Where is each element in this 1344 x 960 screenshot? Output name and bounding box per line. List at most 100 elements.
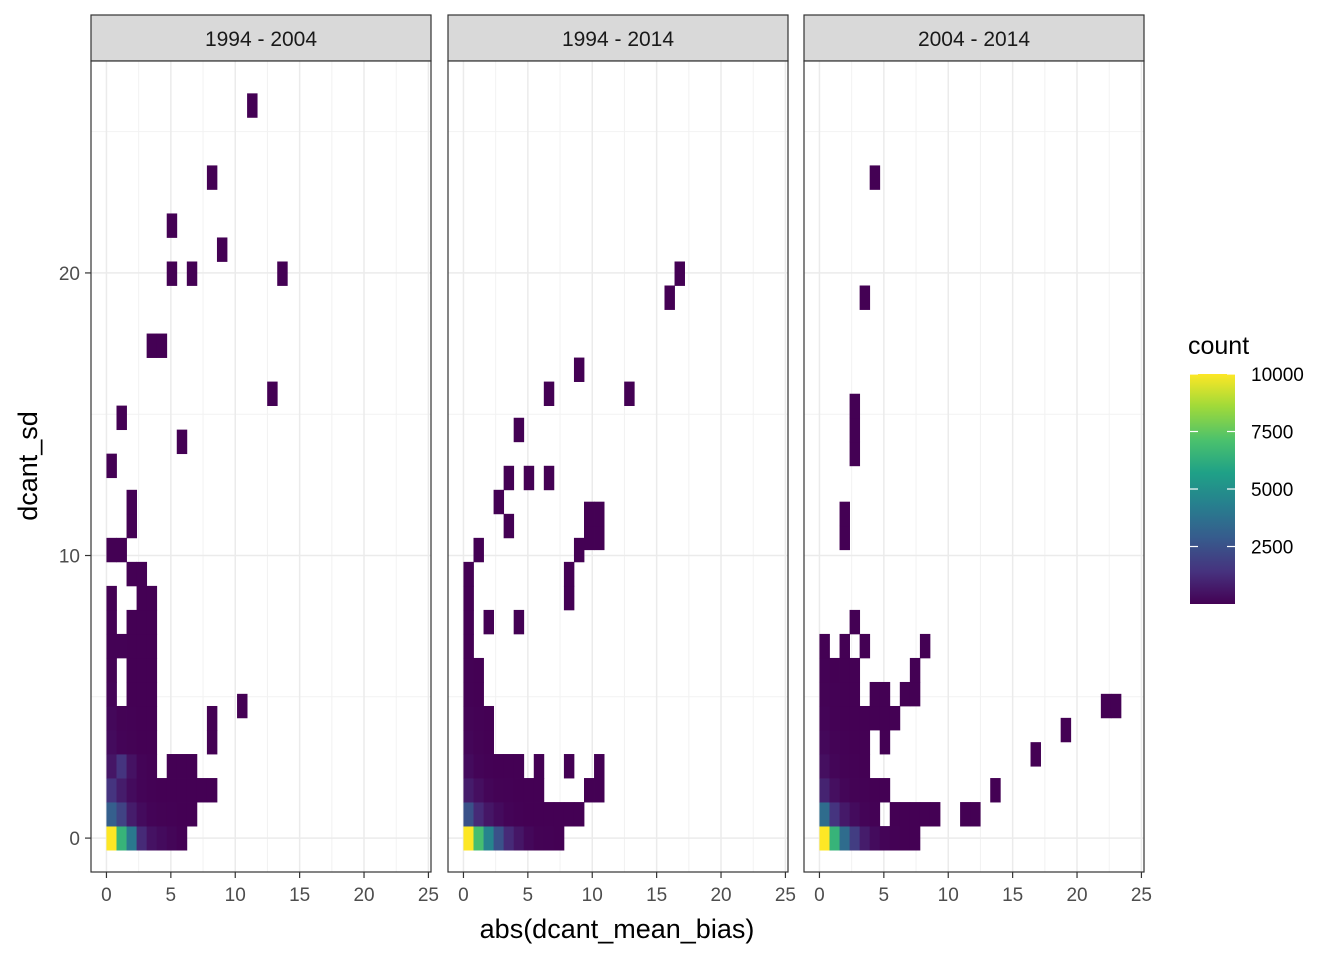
heatmap-tile	[136, 633, 148, 659]
heatmap-tile	[523, 465, 535, 491]
heatmap-tile	[216, 237, 228, 262]
heatmap-tile	[483, 826, 494, 851]
heatmap-tile	[463, 754, 474, 779]
heatmap-tile	[594, 778, 605, 803]
heatmap-tile	[463, 609, 474, 635]
heatmap-tile	[849, 441, 861, 467]
heatmap-tile	[106, 705, 117, 731]
heatmap-tile	[136, 802, 148, 827]
heatmap-tile	[156, 826, 168, 851]
heatmap-tile	[829, 705, 840, 731]
heatmap-tile	[206, 165, 218, 190]
heatmap-tile	[513, 826, 525, 851]
x-axis-title: abs(dcant_mean_bias)	[480, 914, 755, 944]
heatmap-tile	[819, 802, 830, 827]
heatmap-tile	[106, 657, 117, 683]
heatmap-tile	[859, 285, 871, 310]
heatmap-tile	[839, 501, 850, 527]
heatmap-tile	[186, 261, 198, 286]
heatmap-tile	[970, 802, 981, 827]
facet-strip-label: 2004 - 2014	[918, 28, 1030, 51]
x-tick-label: 0	[101, 885, 112, 906]
heatmap-tile	[839, 633, 850, 659]
heatmap-tile	[166, 754, 178, 779]
heatmap-tile	[126, 730, 137, 755]
x-tick-label: 0	[814, 885, 825, 906]
heatmap-tile	[463, 778, 474, 803]
heatmap-tile	[126, 657, 137, 683]
heatmap-tile	[166, 213, 178, 238]
heatmap-tile	[493, 778, 505, 803]
x-tick-label: 25	[1131, 885, 1152, 906]
heatmap-tile	[156, 778, 168, 803]
heatmap-tile	[543, 802, 555, 827]
heatmap-tile	[869, 802, 881, 827]
heatmap-tile	[126, 778, 137, 803]
heatmap-tile	[859, 802, 871, 827]
heatmap-tile	[106, 802, 117, 827]
y-tick-label: 10	[59, 547, 80, 568]
heatmap-tile	[869, 681, 881, 707]
heatmap-tile	[849, 826, 861, 851]
heatmap-tile	[849, 705, 861, 731]
heatmap-tile	[1060, 717, 1072, 743]
heatmap-tile	[483, 730, 494, 755]
heatmap-tile	[116, 705, 127, 731]
heatmap-tile	[584, 778, 595, 803]
heatmap-tile	[553, 826, 565, 851]
heatmap-tile	[116, 826, 127, 851]
heatmap-tile	[990, 778, 1001, 803]
heatmap-tile	[1030, 742, 1041, 767]
heatmap-tile	[899, 802, 911, 827]
heatmap-tile	[829, 778, 840, 803]
heatmap-tile	[533, 778, 545, 803]
heatmap-tile	[176, 778, 188, 803]
heatmap-tile	[136, 681, 148, 707]
heatmap-tile	[849, 681, 861, 707]
heatmap-tile	[176, 429, 188, 455]
x-tick-label: 10	[938, 885, 959, 906]
heatmap-tile	[563, 754, 575, 779]
heatmap-tile	[126, 513, 137, 539]
heatmap-tile	[563, 802, 575, 827]
heatmap-tile	[513, 778, 525, 803]
heatmap-tile	[463, 826, 474, 851]
heatmap-tile	[116, 537, 127, 563]
heatmap-tile	[473, 826, 484, 851]
heatmap-tile	[889, 705, 901, 731]
heatmap-tile	[503, 826, 515, 851]
heatmap-tile	[473, 537, 484, 563]
heatmap-tile	[247, 93, 258, 118]
heatmap-tile	[909, 657, 921, 683]
heatmap-tile	[1100, 693, 1112, 719]
x-tick-label: 15	[646, 885, 667, 906]
heatmap-tile	[106, 609, 117, 635]
legend-title: count	[1188, 332, 1249, 360]
heatmap-tile	[533, 802, 545, 827]
heatmap-tile	[146, 609, 158, 635]
heatmap-tile	[483, 705, 494, 731]
heatmap-tile	[819, 826, 830, 851]
heatmap-tile	[106, 585, 117, 611]
heatmap-tile	[186, 802, 198, 827]
heatmap-tile	[126, 802, 137, 827]
heatmap-tile	[156, 802, 168, 827]
heatmap-tile	[483, 802, 494, 827]
heatmap-tile	[849, 802, 861, 827]
heatmap-tile	[879, 705, 891, 731]
heatmap-tile	[859, 826, 871, 851]
x-tick-label: 5	[879, 885, 890, 906]
y-tick-label: 0	[69, 829, 80, 850]
heatmap-tile	[473, 778, 484, 803]
heatmap-tile	[166, 261, 178, 286]
heatmap-tile	[543, 826, 555, 851]
heatmap-tile	[126, 489, 137, 515]
heatmap-tile	[553, 802, 565, 827]
x-tick-label: 25	[775, 885, 796, 906]
heatmap-tile	[573, 357, 585, 382]
heatmap-tile	[493, 754, 505, 779]
x-tick-label: 20	[353, 885, 374, 906]
heatmap-tile	[960, 802, 971, 827]
heatmap-tile	[116, 802, 127, 827]
heatmap-tile	[463, 681, 474, 707]
